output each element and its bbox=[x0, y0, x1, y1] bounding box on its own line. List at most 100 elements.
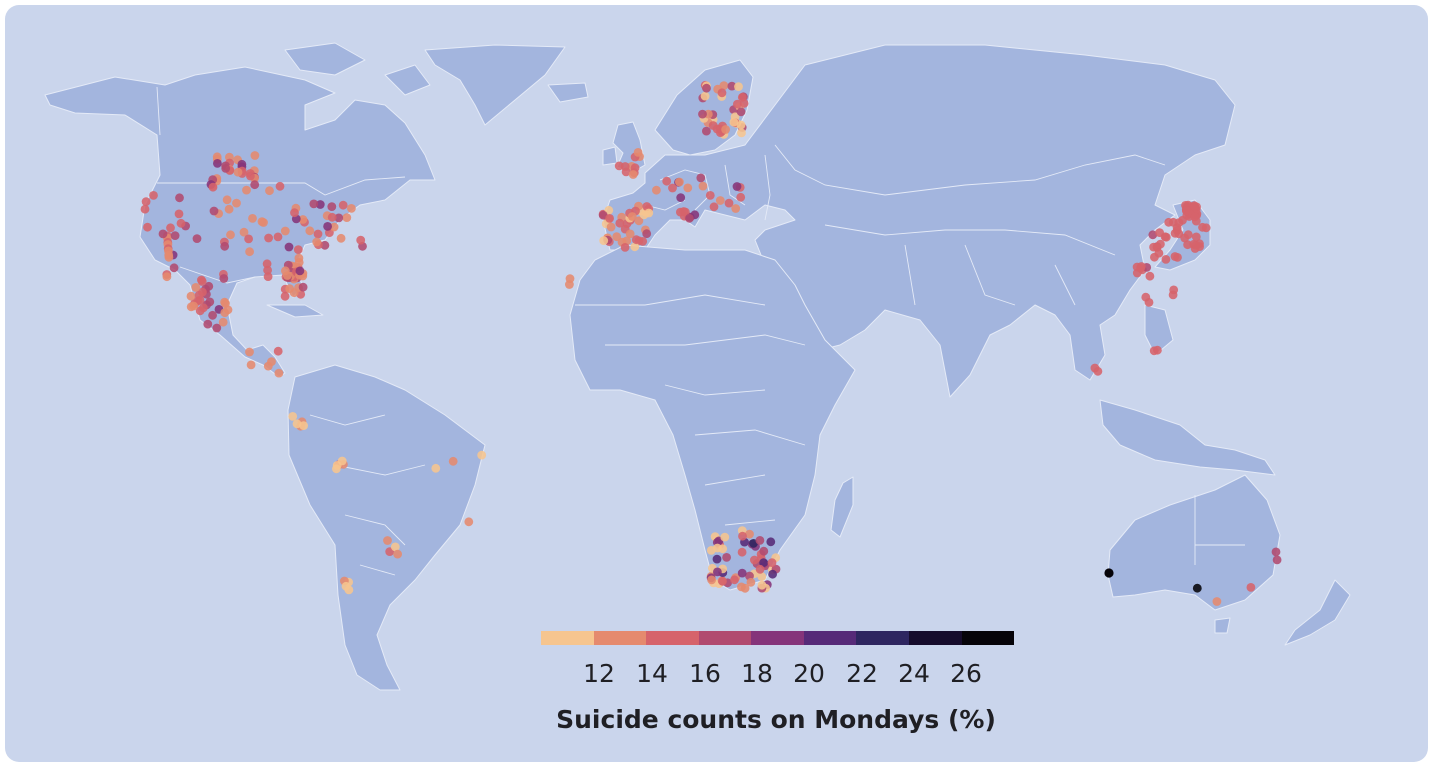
data-point bbox=[170, 231, 180, 241]
data-point bbox=[1190, 202, 1200, 212]
data-point bbox=[630, 242, 640, 252]
data-point bbox=[141, 197, 151, 207]
data-point bbox=[189, 301, 199, 311]
data-point bbox=[212, 323, 222, 333]
data-point bbox=[733, 99, 742, 109]
data-point bbox=[220, 297, 230, 307]
data-point bbox=[329, 222, 339, 232]
data-point bbox=[755, 536, 765, 545]
data-point bbox=[702, 126, 711, 136]
data-point bbox=[143, 222, 152, 232]
data-point bbox=[745, 529, 754, 539]
data-point bbox=[717, 88, 727, 98]
data-point bbox=[250, 151, 260, 160]
data-point bbox=[1198, 222, 1207, 232]
data-point bbox=[768, 569, 777, 579]
data-point bbox=[338, 200, 348, 210]
color-legend: 12 14 16 18 20 22 24 26 Suicide counts o… bbox=[541, 631, 1016, 741]
data-point bbox=[737, 547, 747, 557]
data-point bbox=[222, 195, 232, 205]
data-point bbox=[246, 360, 256, 370]
data-point bbox=[448, 456, 458, 466]
data-point bbox=[299, 421, 308, 430]
data-point bbox=[265, 186, 274, 196]
legend-ticks: 12 14 16 18 20 22 24 26 bbox=[541, 659, 1014, 693]
legend-title: Suicide counts on Mondays (%) bbox=[556, 705, 996, 734]
data-point bbox=[1190, 212, 1200, 222]
data-point bbox=[221, 164, 231, 173]
land-southeast-asia-islands bbox=[1099, 304, 1276, 476]
border-russia bbox=[774, 144, 1166, 196]
data-point bbox=[1271, 547, 1281, 557]
data-point bbox=[242, 185, 251, 195]
data-point bbox=[169, 263, 179, 273]
data-point bbox=[759, 546, 769, 556]
data-point bbox=[347, 204, 356, 213]
data-point bbox=[219, 274, 229, 283]
data-point bbox=[633, 148, 643, 157]
data-point bbox=[724, 198, 734, 208]
data-point bbox=[621, 167, 631, 177]
legend-tick: 18 bbox=[741, 659, 773, 688]
land-australia bbox=[1107, 474, 1281, 611]
data-point bbox=[208, 310, 218, 320]
data-point bbox=[209, 206, 219, 216]
data-point bbox=[390, 542, 400, 552]
data-point bbox=[652, 185, 661, 195]
ramp-swatch bbox=[541, 631, 594, 645]
data-point bbox=[746, 577, 756, 587]
land-iceland bbox=[547, 82, 589, 103]
data-point bbox=[1180, 233, 1190, 243]
data-point bbox=[195, 306, 205, 316]
data-point bbox=[191, 283, 201, 292]
land-cuba bbox=[266, 304, 324, 318]
data-point bbox=[1161, 255, 1171, 264]
data-point bbox=[232, 198, 241, 208]
data-point bbox=[1154, 248, 1164, 258]
data-point bbox=[275, 181, 285, 191]
data-point bbox=[208, 182, 218, 192]
ramp-swatch bbox=[961, 631, 1015, 645]
data-point bbox=[274, 368, 284, 378]
legend-tick: 16 bbox=[689, 659, 721, 688]
data-point bbox=[309, 199, 319, 209]
data-point bbox=[244, 234, 254, 244]
data-point bbox=[140, 204, 150, 214]
data-point bbox=[320, 240, 330, 250]
land-new-zealand bbox=[1284, 579, 1351, 646]
data-point bbox=[707, 575, 716, 585]
border-australia bbox=[1194, 495, 1245, 565]
border-asia bbox=[824, 224, 1116, 306]
land-greenland bbox=[424, 44, 566, 126]
ramp-swatch bbox=[646, 631, 699, 645]
data-point bbox=[1212, 597, 1222, 606]
legend-tick: 20 bbox=[793, 659, 825, 688]
data-point bbox=[323, 222, 332, 231]
data-point bbox=[1149, 346, 1159, 356]
data-point bbox=[1168, 290, 1178, 300]
data-point bbox=[715, 196, 725, 205]
data-point bbox=[315, 200, 325, 209]
data-point bbox=[262, 259, 272, 269]
data-point bbox=[696, 173, 706, 183]
data-point bbox=[220, 308, 230, 318]
data-point bbox=[705, 191, 715, 200]
data-point bbox=[721, 125, 730, 134]
data-point bbox=[718, 576, 727, 586]
data-point bbox=[720, 532, 730, 542]
data-point bbox=[738, 531, 747, 541]
data-point bbox=[281, 266, 290, 276]
data-point bbox=[305, 226, 315, 236]
data-point bbox=[605, 214, 614, 223]
data-point bbox=[615, 218, 625, 228]
data-point bbox=[263, 272, 273, 281]
data-point bbox=[334, 213, 344, 223]
legend-tick: 12 bbox=[583, 659, 615, 688]
data-point bbox=[284, 242, 294, 252]
data-point bbox=[642, 229, 652, 239]
data-point bbox=[685, 213, 694, 223]
data-point bbox=[341, 581, 351, 591]
border-africa bbox=[575, 294, 806, 526]
ramp-swatch bbox=[751, 631, 804, 645]
data-point bbox=[668, 183, 677, 193]
